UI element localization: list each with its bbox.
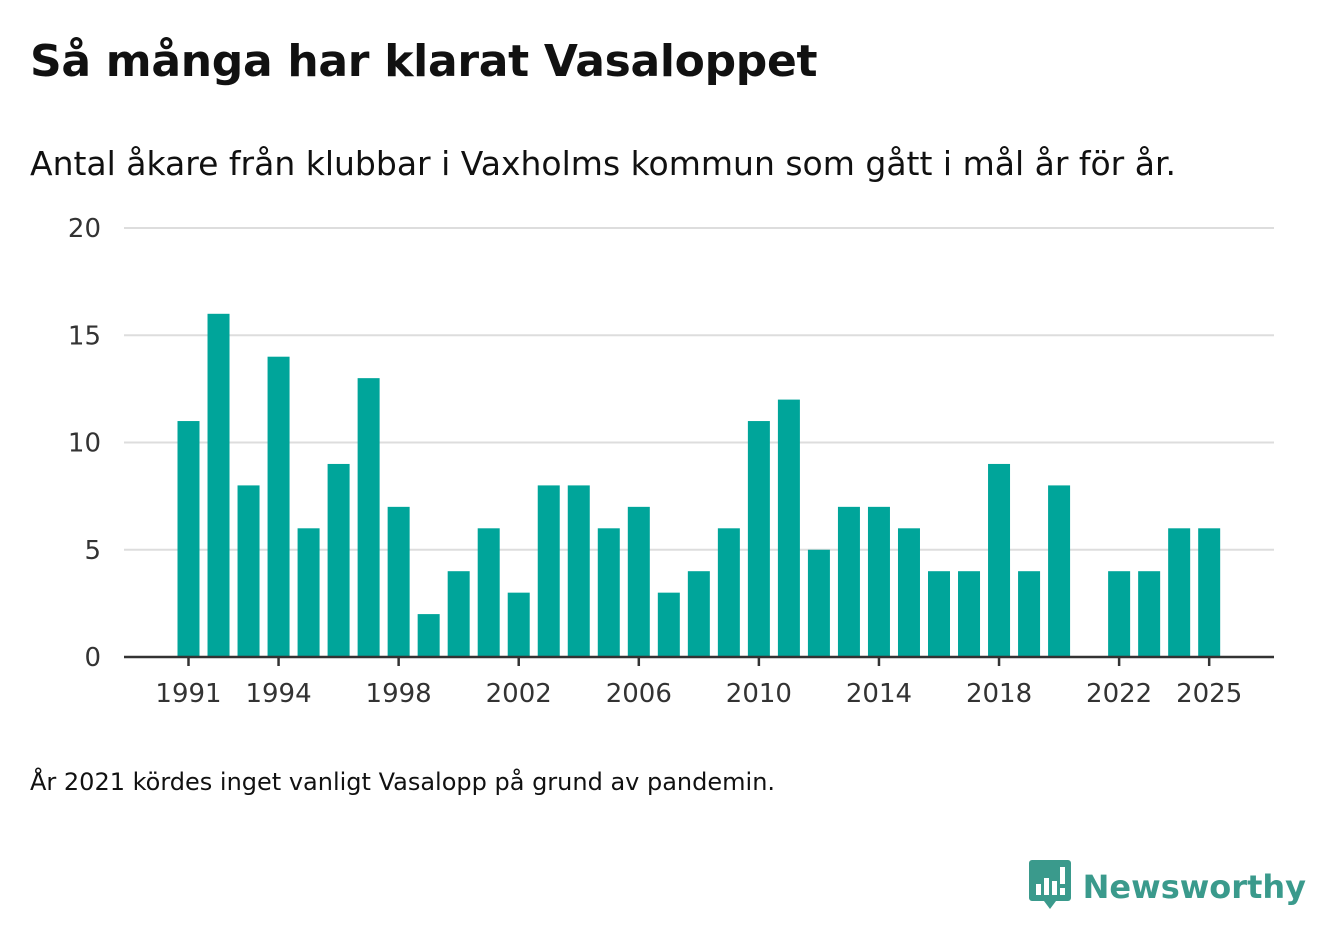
y-tick-label: 15 — [68, 321, 101, 351]
bar-2005 — [597, 528, 620, 657]
bar-1994 — [267, 356, 290, 657]
bar-2012 — [807, 549, 830, 657]
bar-1996 — [327, 463, 350, 657]
bar-2002 — [507, 592, 530, 657]
bar-1991 — [177, 421, 200, 657]
bar-2008 — [687, 571, 710, 657]
axes: 0 5 10 15 20 1991 1994 1998 2002 2006 2010 2014 2018… — [68, 214, 1274, 709]
brand-name: Newsworthy — [1082, 868, 1306, 906]
x-tick-label: 1998 — [366, 679, 432, 709]
bar-1997 — [357, 378, 380, 657]
bars — [177, 313, 1221, 657]
bar-2018 — [988, 463, 1011, 657]
bar-2003 — [537, 485, 560, 657]
bar-2019 — [1018, 571, 1041, 657]
x-tick-label: 2002 — [486, 679, 552, 709]
bar-2014 — [867, 506, 890, 657]
x-tick-label: 2025 — [1176, 679, 1242, 709]
bar-chart: 0 5 10 15 20 1991 1994 1998 2002 2006 2010 2014 2018… — [68, 214, 1274, 709]
bar-2010 — [747, 421, 770, 657]
bar-1998 — [387, 506, 410, 657]
x-tick-label: 2014 — [846, 679, 912, 709]
bar-2016 — [928, 571, 950, 657]
bar-2024 — [1168, 528, 1191, 657]
y-tick-label: 0 — [84, 643, 101, 673]
bar-2009 — [717, 528, 740, 657]
bar-2020 — [1048, 485, 1071, 657]
y-tick-label: 20 — [68, 214, 101, 244]
bar-1993 — [237, 485, 260, 657]
bar-2013 — [837, 506, 860, 657]
bar-2001 — [477, 528, 500, 657]
bar-1999 — [417, 614, 440, 657]
chart-title: Så många har klarat Vasaloppet — [30, 36, 818, 87]
x-tick-label: 1991 — [155, 679, 221, 709]
bar-2007 — [657, 592, 680, 657]
bar-2004 — [567, 485, 590, 657]
bar-2022 — [1108, 571, 1131, 657]
y-tick-label: 10 — [68, 429, 101, 459]
bar-2011 — [777, 399, 800, 657]
brand-logo: Newsworthy — [1028, 860, 1306, 914]
bar-2023 — [1138, 571, 1161, 657]
x-tick-label: 2006 — [606, 679, 672, 709]
x-tick-label: 2022 — [1086, 679, 1152, 709]
newsworthy-logo-icon — [1028, 860, 1071, 914]
chart-subtitle: Antal åkare från klubbar i Vaxholms komm… — [30, 144, 1176, 183]
bar-1995 — [297, 528, 320, 657]
bar-2015 — [897, 528, 920, 657]
gridlines — [124, 227, 1274, 551]
x-tick-label: 2010 — [726, 679, 792, 709]
bar-2025 — [1198, 528, 1221, 657]
bar-2000 — [447, 571, 470, 657]
x-tick-label: 2018 — [966, 679, 1032, 709]
y-tick-label: 5 — [84, 536, 101, 566]
bar-2006 — [627, 506, 650, 657]
bar-2017 — [958, 571, 981, 657]
x-tick-label: 1994 — [245, 679, 311, 709]
bar-1992 — [207, 313, 230, 657]
footnote: År 2021 kördes inget vanligt Vasalopp på… — [30, 768, 776, 796]
